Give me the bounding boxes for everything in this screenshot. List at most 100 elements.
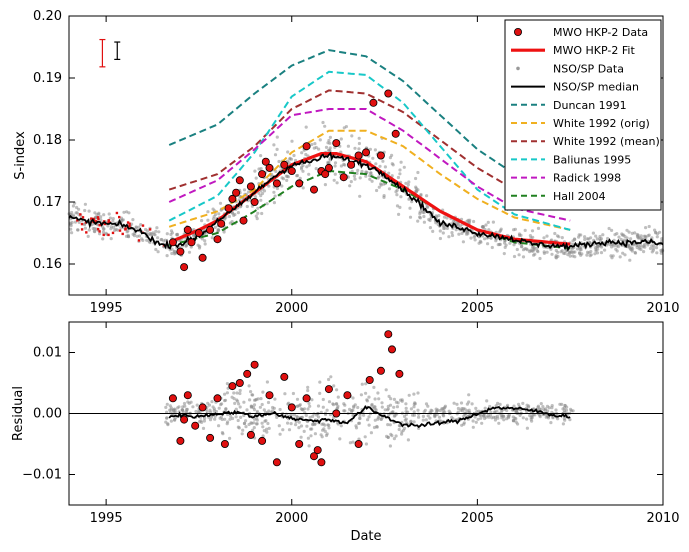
nso-residual-point <box>348 441 352 445</box>
nso-data-point <box>353 146 357 150</box>
early-mwo-point <box>128 222 131 225</box>
nso-residual-point <box>521 401 525 405</box>
nso-data-point <box>404 181 408 185</box>
nso-data-point <box>339 164 343 168</box>
nso-data-point <box>203 242 207 246</box>
mwo-residual-point <box>206 433 215 442</box>
nso-residual-point <box>300 415 304 419</box>
mwo-residual-point <box>354 439 363 448</box>
nso-residual-point <box>565 405 569 409</box>
mwo-data-point <box>391 129 400 138</box>
mwo-residual-point <box>387 345 396 354</box>
nso-residual-point <box>238 391 242 396</box>
nso-data-point <box>101 237 105 241</box>
nso-data-point <box>530 229 535 233</box>
bottom-ylabel: Residual <box>11 386 26 441</box>
curve-duncan-1991 <box>168 49 571 188</box>
nso-data-point <box>106 224 110 228</box>
nso-data-point <box>611 254 615 258</box>
nso-data-point <box>162 239 166 243</box>
nso-data-point <box>146 229 150 233</box>
nso-residual-point <box>164 420 168 424</box>
nso-residual-point <box>516 422 520 426</box>
nso-residual-point <box>489 413 493 417</box>
early-mwo-point <box>95 220 98 223</box>
nso-residual-point <box>255 409 259 414</box>
nso-data-point <box>349 180 353 184</box>
mwo-residual-point <box>250 360 259 369</box>
nso-data-point <box>535 246 539 250</box>
nso-residual-point <box>525 426 530 430</box>
early-mwo-point <box>85 231 88 234</box>
nso-residual-point <box>236 399 240 403</box>
nso-residual-point <box>467 393 471 397</box>
mwo-residual-point <box>280 372 289 381</box>
mwo-residual-point <box>317 458 326 467</box>
early-mwo-point <box>118 215 121 219</box>
mwo-data-point <box>239 216 248 225</box>
nso-residual-point <box>388 444 392 448</box>
nso-data-point <box>499 227 503 231</box>
nso-residual-point <box>229 414 233 418</box>
nso-data-point <box>387 187 392 191</box>
early-mwo-point <box>96 227 100 231</box>
nso-residual-point <box>180 408 184 412</box>
nso-residual-point <box>386 435 390 439</box>
nso-data-point <box>398 205 402 209</box>
mwo-residual-point <box>395 369 404 378</box>
nso-residual-point <box>164 405 168 409</box>
nso-data-point <box>481 225 486 229</box>
nso-residual-point <box>373 418 377 422</box>
mwo-data-point <box>287 166 296 175</box>
nso-data-point <box>307 163 311 167</box>
nso-data-point <box>273 194 277 198</box>
nso-residual-point <box>266 400 271 405</box>
nso-data-point <box>265 202 269 206</box>
nso-data-point <box>357 136 361 140</box>
nso-data-point <box>503 241 507 245</box>
nso-residual-point <box>238 388 242 393</box>
nso-data-point <box>253 195 257 199</box>
mwo-data-point <box>272 179 281 188</box>
nso-residual-point <box>412 413 416 417</box>
nso-data-point <box>596 247 600 251</box>
nso-data-point <box>487 228 491 232</box>
nso-residual-point <box>549 421 553 425</box>
nso-data-point <box>256 211 260 215</box>
nso-residual-point <box>373 407 377 411</box>
nso-residual-point <box>343 409 347 413</box>
nso-data-point <box>517 233 522 237</box>
nso-data-point <box>442 215 447 219</box>
nso-data-point <box>538 256 542 261</box>
nso-data-point <box>216 228 221 232</box>
nso-residual-point <box>259 397 263 401</box>
nso-residual-point <box>327 426 331 430</box>
mwo-data-point <box>376 151 385 160</box>
nso-residual-point <box>358 414 362 418</box>
nso-data-point <box>398 168 402 172</box>
nso-residual-point <box>452 401 456 405</box>
nso-residual-point <box>306 385 310 389</box>
mwo-residual-point <box>191 421 200 430</box>
nso-residual-point <box>265 380 269 384</box>
nso-data-point <box>617 235 621 239</box>
mwo-data-point <box>224 204 233 213</box>
nso-residual-point <box>358 416 362 421</box>
nso-data-point <box>532 253 536 257</box>
nso-data-point <box>101 230 105 234</box>
nso-data-point <box>159 238 163 242</box>
nso-data-point <box>83 208 87 213</box>
nso-residual-point <box>249 390 253 394</box>
nso-residual-point <box>260 402 264 407</box>
nso-data-point <box>127 211 131 215</box>
nso-data-point <box>109 237 113 241</box>
nso-residual-point <box>310 398 314 402</box>
nso-residual-point <box>234 407 238 411</box>
nso-data-point <box>109 227 113 231</box>
nso-residual-point <box>441 413 445 417</box>
nso-residual-point <box>351 440 355 444</box>
early-mwo-point <box>76 219 79 222</box>
mwo-residual-point <box>272 458 281 467</box>
nso-residual-point <box>525 403 529 407</box>
legend-label: Duncan 1991 <box>553 99 627 112</box>
